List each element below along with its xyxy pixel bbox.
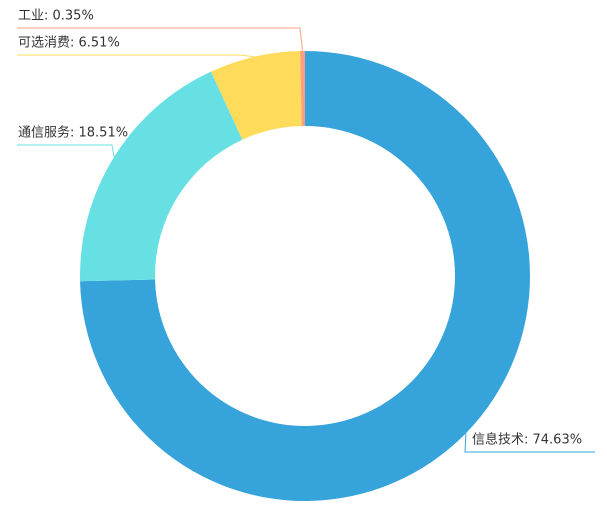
label-line <box>464 433 595 453</box>
slice <box>300 51 305 127</box>
slice-label: 可选消费: 6.51% <box>18 36 120 51</box>
slice-label: 工业: 0.35% <box>18 9 94 24</box>
slice-label: 信息技术: 74.63% <box>472 432 582 448</box>
slice <box>80 71 243 282</box>
label-line <box>17 54 255 58</box>
slice-label: 通信服务: 18.51% <box>18 125 128 141</box>
slice <box>210 51 302 140</box>
slice <box>80 51 531 501</box>
label-line <box>17 144 115 157</box>
label-line <box>17 27 304 52</box>
